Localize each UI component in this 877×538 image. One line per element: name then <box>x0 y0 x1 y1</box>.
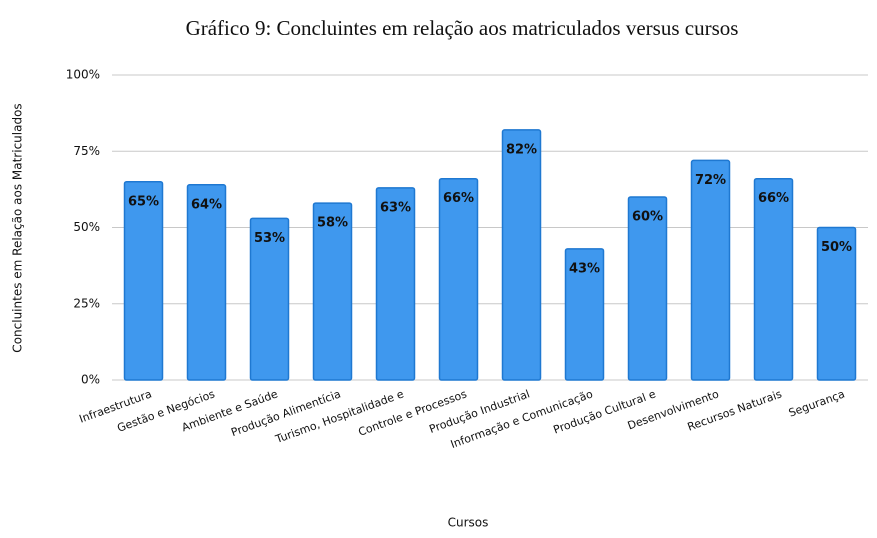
x-tick-label: Controle e Processos <box>357 387 469 438</box>
bar <box>312 202 353 381</box>
chart-title: Gráfico 9: Concluintes em relação aos ma… <box>186 16 739 40</box>
y-tick-label: 0% <box>81 373 100 387</box>
bar <box>753 177 794 381</box>
data-label: 63% <box>380 200 411 215</box>
bar <box>186 184 227 381</box>
bar <box>438 177 479 381</box>
data-label: 66% <box>443 191 474 206</box>
data-label: 43% <box>569 261 600 276</box>
data-label: 65% <box>128 194 159 209</box>
y-tick-label: 75% <box>73 144 100 158</box>
data-label: 60% <box>632 210 663 225</box>
y-tick-label: 50% <box>73 220 100 234</box>
data-label: 50% <box>821 240 852 255</box>
data-label: 53% <box>254 231 285 246</box>
y-axis-label: Concluintes em Relação aos Matriculados <box>11 103 25 352</box>
bar <box>564 248 605 381</box>
bar <box>816 226 857 381</box>
x-tick-label: Segurança <box>787 387 847 419</box>
data-label: 58% <box>317 216 348 231</box>
data-label: 72% <box>695 173 726 188</box>
bar <box>690 159 731 381</box>
data-label: 66% <box>758 191 789 206</box>
bar <box>501 129 542 381</box>
x-axis-label: Cursos <box>448 516 489 530</box>
y-tick-label: 25% <box>73 296 100 310</box>
bar <box>375 187 416 381</box>
bar <box>627 196 668 381</box>
data-label: 82% <box>506 142 537 157</box>
data-label: 64% <box>191 197 222 212</box>
bar <box>123 181 164 381</box>
bar <box>249 217 290 381</box>
y-tick-label: 100% <box>66 68 100 82</box>
